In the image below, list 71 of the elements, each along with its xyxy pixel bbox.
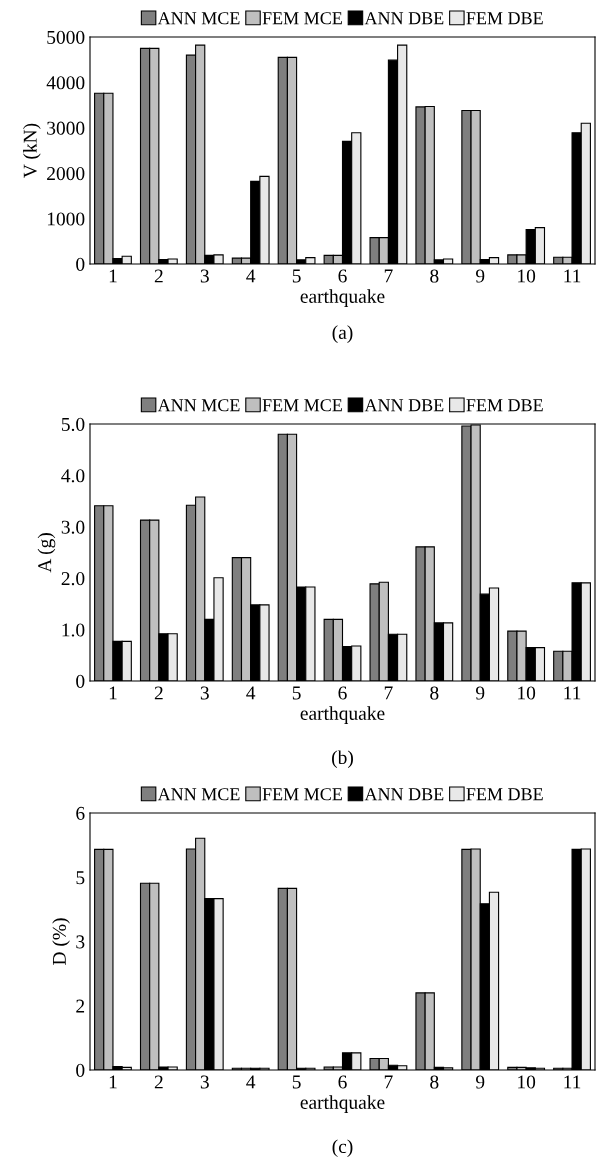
y-axis-title: A (g)	[37, 533, 56, 573]
text: (a)	[332, 325, 353, 343]
y-tick-label: 0	[76, 674, 85, 688]
x-tick-label: 6	[338, 686, 347, 700]
x-tick-label: 1	[109, 686, 117, 700]
y-tick-label: 2	[76, 999, 85, 1013]
x-axis-title: earthquake	[300, 289, 385, 307]
x-tick-label: 1	[109, 1075, 117, 1089]
x-tick-label: 9	[475, 269, 485, 283]
legend-label: FEM MCE	[262, 399, 342, 412]
y-tick-label: 0	[76, 257, 85, 271]
x-tick-label: 7	[384, 686, 393, 700]
y-tick-label: 1.0	[62, 623, 85, 637]
text: (c)	[332, 1139, 353, 1157]
legend-label: FEM DBE	[466, 399, 543, 412]
legend-label: ANN MCE	[157, 788, 240, 801]
x-tick-label: 5	[292, 686, 301, 700]
legend-label: FEM MCE	[262, 788, 342, 801]
legend-label: FEM DBE	[466, 12, 543, 25]
x-tick-label: 8	[430, 686, 439, 700]
text: (b)	[332, 750, 353, 769]
legend-label: ANN DBE	[364, 12, 444, 25]
x-tick-label: 10	[518, 269, 536, 283]
legend-label: ANN MCE	[157, 399, 240, 412]
x-tick-label: 6	[338, 1075, 347, 1089]
y-tick-label: 5.0	[61, 417, 85, 432]
y-axis-title: V (kN)	[23, 123, 41, 178]
legend-label: ANN DBE	[364, 399, 444, 412]
x-tick-label: 4	[246, 1075, 256, 1089]
y-tick-label: 3	[76, 935, 85, 949]
x-tick-label: 7	[384, 269, 393, 283]
x-tick-label: 11	[564, 269, 581, 283]
x-tick-label: 3	[200, 686, 209, 700]
x-tick-label: 11	[564, 1075, 581, 1089]
y-tick-label: 3.0	[61, 520, 85, 534]
legend-label: FEM MCE	[262, 12, 342, 25]
x-axis-title: earthquake	[300, 1095, 385, 1113]
x-tick-label: 5	[292, 269, 301, 283]
x-tick-label: 3	[200, 269, 209, 283]
x-tick-label: 3	[200, 1075, 209, 1089]
x-tick-label: 6	[338, 269, 347, 283]
y-tick-label: 0	[76, 1063, 85, 1077]
x-tick-label: 8	[430, 269, 439, 283]
x-tick-label: 1	[109, 269, 117, 283]
x-tick-label: 9	[475, 686, 485, 700]
y-axis-title: D (%)	[52, 918, 70, 965]
y-tick-label: 2.0	[61, 572, 85, 586]
y-tick-label: 6	[76, 806, 85, 820]
x-tick-label: 10	[518, 1075, 536, 1089]
x-axis-title: earthquake	[300, 706, 385, 724]
x-tick-label: 2	[154, 269, 163, 283]
x-tick-label: 2	[154, 1075, 163, 1089]
legend-label: ANN DBE	[364, 788, 444, 801]
x-tick-label: 11	[564, 686, 581, 700]
x-tick-label: 2	[154, 686, 163, 700]
y-tick-label: 5	[76, 871, 85, 885]
y-tick-label: 2000	[47, 167, 85, 181]
x-tick-label: 4	[246, 686, 256, 700]
x-tick-label: 7	[384, 1075, 393, 1089]
x-tick-label: 5	[292, 1075, 301, 1089]
x-tick-label: 8	[430, 1075, 439, 1089]
y-tick-label: 5000	[47, 30, 85, 44]
y-tick-label: 4000	[46, 76, 85, 90]
x-tick-label: 9	[475, 1075, 485, 1089]
y-tick-label: 4.0	[61, 469, 85, 483]
legend-label: ANN MCE	[157, 12, 240, 25]
x-tick-label: 10	[518, 686, 536, 700]
x-tick-label: 4	[246, 269, 256, 283]
y-tick-label: 1000	[47, 212, 85, 226]
legend-label: FEM DBE	[466, 788, 543, 801]
y-tick-label: 3000	[47, 121, 85, 135]
